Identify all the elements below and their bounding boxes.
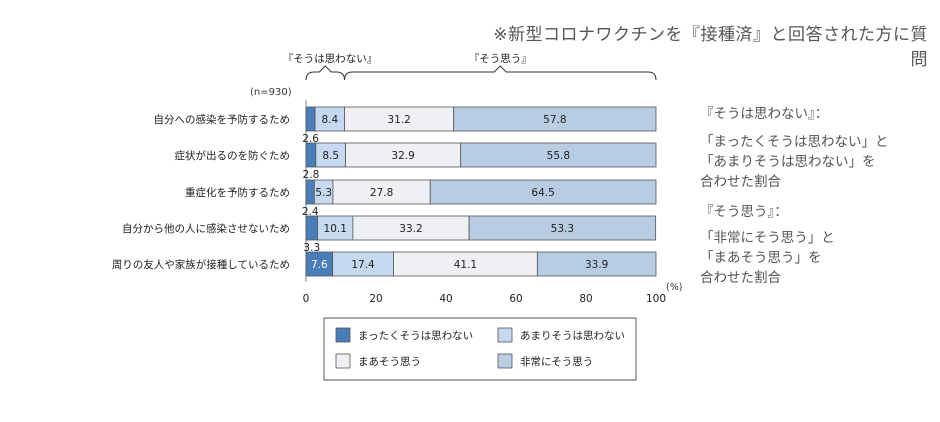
- note-agree-line: 「まあそう思う」を: [700, 250, 822, 266]
- x-tick-label: 100: [646, 293, 666, 305]
- x-tick-label: 40: [439, 293, 452, 305]
- data-label: 7.6: [311, 259, 328, 271]
- data-label: 17.4: [351, 259, 375, 271]
- bar-segment: [305, 179, 315, 205]
- data-label: 2.8: [303, 169, 320, 181]
- bar-segment: [468, 215, 657, 241]
- bar-segment: [393, 251, 538, 277]
- legend-swatch: [335, 353, 351, 369]
- data-label: 64.5: [531, 187, 554, 199]
- legend-label: 非常にそう思う: [520, 355, 593, 368]
- stacked-bar-chart: 『そうは思わない』 『そう思う』 (n=930) 自分への感染を予防するため 2.68.…: [112, 53, 682, 381]
- bar-segment: [429, 179, 657, 205]
- bar-segment: [460, 142, 657, 168]
- note-agree-line: 合わせた割合: [700, 270, 781, 286]
- data-label: 27.8: [370, 187, 393, 199]
- note-agree-line: 「非常にそう思う」と: [700, 230, 835, 246]
- data-label: 57.8: [543, 114, 566, 126]
- bar-segment: [536, 251, 657, 277]
- bar-segment: [332, 179, 431, 205]
- category-label: 自分から他の人に感染させないため: [122, 222, 290, 235]
- note-disagree-line: 「あまりそうは思わない」を: [700, 154, 876, 170]
- legend-swatch: [335, 327, 351, 343]
- bar-segment: [305, 142, 317, 168]
- page-title: ※新型コロナワクチンを『接種済』と回答された方に質問: [493, 25, 928, 70]
- note-disagree-line: 合わせた割合: [700, 174, 781, 190]
- bar-segment: [345, 142, 462, 168]
- data-label: 53.3: [551, 223, 574, 235]
- data-label: 5.3: [315, 187, 332, 199]
- legend-swatch: [497, 353, 513, 369]
- bar-segment: [305, 106, 316, 132]
- note-disagree-title: 『そうは思わない』：: [700, 106, 829, 122]
- group-bracket: [344, 65, 657, 81]
- note-disagree-body: 「まったくそうは思わない」と 「あまりそうは思わない」を 合わせた割合: [700, 132, 930, 192]
- bar-segment: [305, 251, 334, 277]
- legend-swatch: [497, 327, 513, 343]
- bar-segment: [305, 215, 318, 241]
- data-label: 8.4: [321, 114, 338, 126]
- note-agree-body: 「非常にそう思う」と 「まあそう思う」を 合わせた割合: [700, 228, 930, 288]
- data-label: 8.5: [322, 150, 339, 162]
- x-tick-label: 0: [303, 293, 310, 305]
- data-label: 33.9: [585, 259, 608, 271]
- legend-label: まあそう思う: [358, 356, 421, 368]
- bar-segment: [332, 251, 394, 277]
- category-label: 自分への感染を予防するため: [154, 113, 291, 126]
- data-label: 41.1: [454, 259, 477, 271]
- data-label: 32.9: [391, 150, 414, 162]
- group-bracket-label: 『そうは思わない』: [283, 53, 378, 65]
- note-disagree-line: 「まったくそうは思わない」と: [700, 134, 889, 150]
- sample-size-label: (n=930): [250, 87, 292, 98]
- x-tick-label: 80: [579, 293, 592, 305]
- x-tick-label: 20: [369, 293, 382, 305]
- x-tick-label: 60: [509, 293, 522, 305]
- legend-label: まったくそうは思わない: [358, 330, 473, 342]
- bar-segment: [352, 215, 470, 241]
- data-label: 31.2: [387, 114, 410, 126]
- data-label: 33.2: [399, 223, 422, 235]
- category-label: 重症化を予防するため: [185, 186, 290, 199]
- data-label: 2.6: [302, 133, 319, 145]
- data-label: 2.4: [302, 206, 319, 218]
- data-label: 10.1: [324, 223, 347, 235]
- group-bracket-label: 『そう思う』: [469, 53, 532, 65]
- data-label: 55.8: [547, 150, 570, 162]
- note-agree-title: 『そう思う』：: [700, 204, 788, 220]
- bar-segment: [315, 142, 346, 168]
- category-label: 症状が出るのを防ぐため: [175, 149, 291, 162]
- bar-segment: [314, 106, 345, 132]
- group-bracket: [305, 65, 345, 81]
- legend-box: [323, 317, 637, 381]
- bar-segment: [453, 106, 657, 132]
- legend-label: あまりそうは思わない: [520, 330, 625, 342]
- category-label: 周りの友人や家族が接種しているため: [112, 258, 290, 271]
- unit-label: (%): [666, 282, 682, 293]
- data-label: 3.3: [303, 242, 320, 254]
